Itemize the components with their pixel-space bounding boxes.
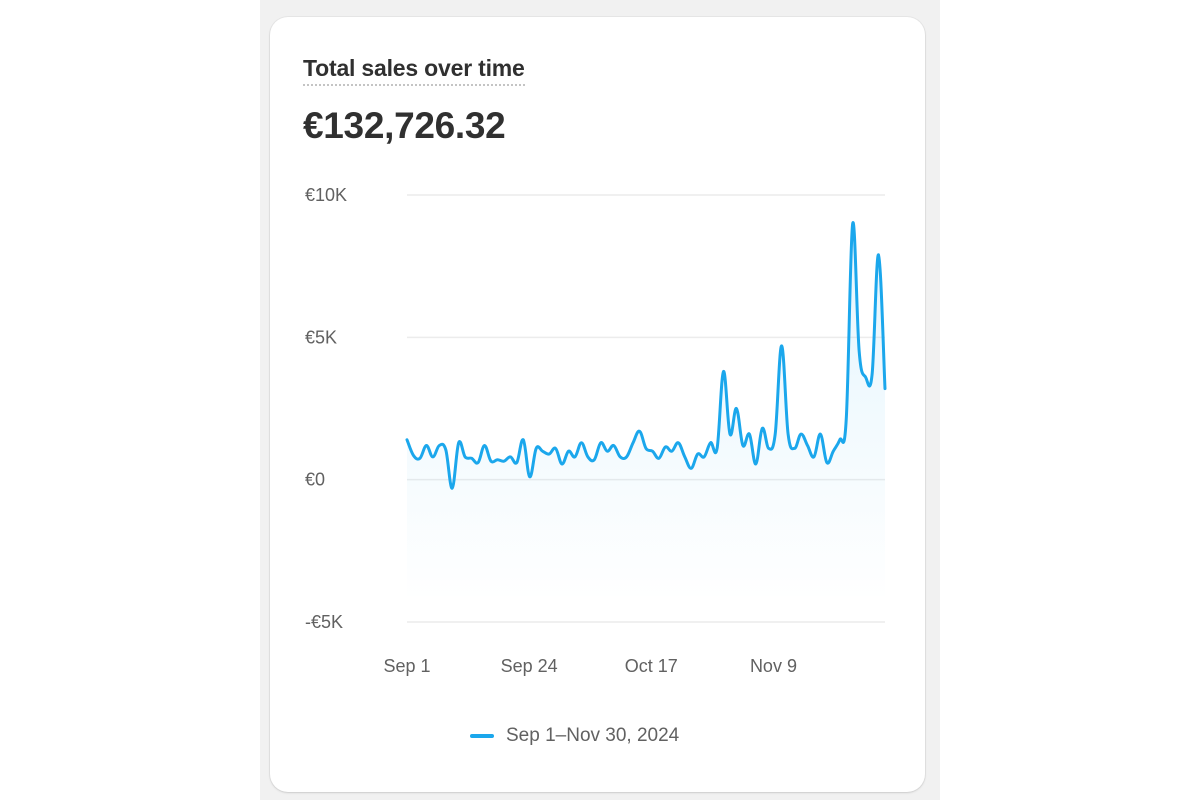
series-area (407, 222, 885, 602)
y-tick-label: €10K (305, 185, 347, 205)
series-line[interactable] (405, 221, 887, 490)
total-sales-card: Total sales over time €132,726.32 €10K €5… (270, 17, 925, 792)
chart-legend[interactable]: Sep 1–Nov 30, 2024 (470, 725, 679, 747)
x-axis-labels: Sep 1 Sep 24 Oct 17 Nov 9 (383, 656, 797, 676)
y-tick-label: €0 (305, 470, 325, 490)
x-tick-label: Oct 17 (625, 656, 678, 676)
y-axis-labels: €10K €5K €0 -€5K (305, 185, 347, 632)
legend-swatch (470, 734, 494, 738)
x-tick-label: Sep 1 (383, 656, 430, 676)
y-tick-label: -€5K (305, 612, 343, 632)
x-tick-label: Nov 9 (750, 656, 797, 676)
x-tick-label: Sep 24 (501, 656, 558, 676)
card-title[interactable]: Total sales over time (303, 55, 525, 86)
legend-label: Sep 1–Nov 30, 2024 (506, 725, 680, 746)
total-sales-value: €132,726.32 (303, 105, 506, 146)
sales-chart: €10K €5K €0 -€5K Sep 1 Sep 24 Oct 17 Nov 9 (305, 185, 887, 676)
y-tick-label: €5K (305, 327, 337, 347)
